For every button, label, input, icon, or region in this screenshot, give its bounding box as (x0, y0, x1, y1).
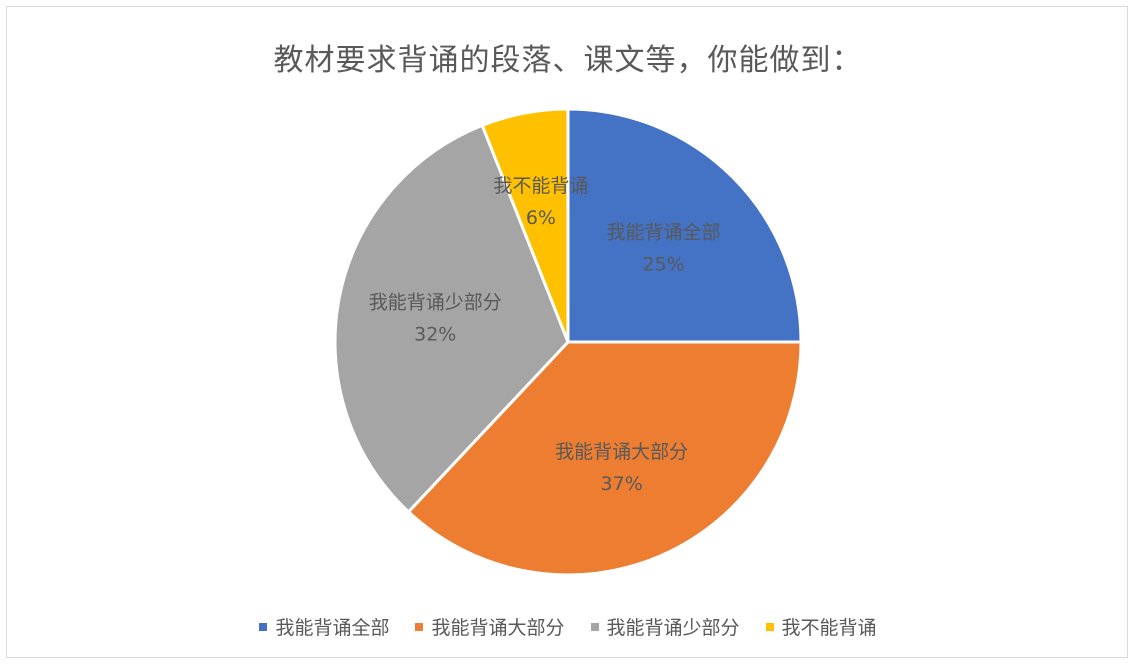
slice-most (406, 340, 803, 577)
slice-label-all: 我能背诵全部 (607, 221, 721, 243)
legend-item-all: 我能背诵全部 (259, 613, 389, 640)
slice-label-few: 我能背诵少部分 (369, 292, 502, 314)
legend-swatch-all (259, 622, 268, 631)
chart-legend: 我能背诵全部 我能背诵大部分 我能背诵少部分 我不能背诵 (7, 613, 1129, 640)
legend-item-most: 我能背诵大部分 (415, 613, 565, 640)
legend-label-all: 我能背诵全部 (275, 617, 390, 639)
slice-percent-most: 37% (601, 473, 643, 495)
slice-percent-none: 6% (526, 207, 556, 229)
legend-swatch-most (415, 622, 424, 631)
slice-percent-all: 25% (642, 253, 684, 275)
slice-all (566, 107, 803, 344)
legend-item-few: 我能背诵少部分 (590, 613, 740, 640)
slice-few (333, 123, 570, 514)
slice-percent-few: 32% (414, 324, 456, 346)
legend-label-none: 我不能背诵 (781, 617, 877, 639)
legend-label-few: 我能背诵少部分 (606, 617, 740, 639)
legend-swatch-none (765, 622, 774, 631)
pie-chart: 我能背诵全部 25% 我能背诵大部分 37% 我能背诵少部分 32% 我不能背诵 6% (333, 107, 803, 577)
slice-label-none: 我不能背诵 (493, 175, 588, 197)
slice-none (480, 107, 570, 343)
chart-frame: 教材要求背诵的段落、课文等，你能做到： 我能背诵全部 25% 我能背诵大部分 37% 我… (6, 6, 1128, 658)
legend-swatch-few (590, 622, 599, 631)
slice-label-most: 我能背诵大部分 (555, 441, 688, 463)
legend-item-none: 我不能背诵 (765, 613, 877, 640)
legend-label-most: 我能背诵大部分 (431, 617, 565, 639)
chart-title: 教材要求背诵的段落、课文等，你能做到： (273, 43, 863, 78)
